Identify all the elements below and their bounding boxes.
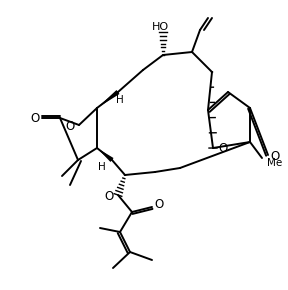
Text: O: O xyxy=(65,119,75,133)
Text: O: O xyxy=(104,189,114,202)
Text: O: O xyxy=(30,111,40,124)
Polygon shape xyxy=(97,148,113,162)
Text: H: H xyxy=(98,162,106,172)
Text: O: O xyxy=(154,198,164,211)
Polygon shape xyxy=(97,90,120,108)
Text: H: H xyxy=(116,95,124,105)
Text: Me: Me xyxy=(267,158,282,168)
Text: HO: HO xyxy=(151,22,168,32)
Text: O: O xyxy=(270,151,280,164)
Text: O: O xyxy=(218,142,228,155)
